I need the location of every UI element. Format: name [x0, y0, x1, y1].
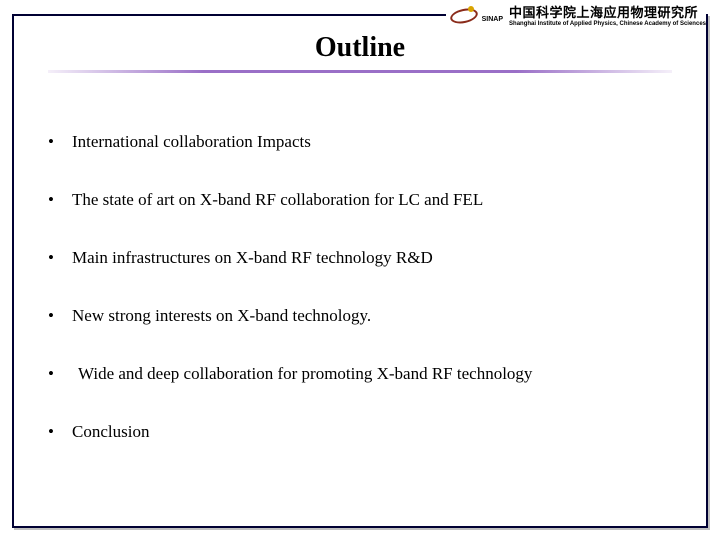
list-item: Main infrastructures on X-band RF techno…	[42, 248, 680, 268]
list-item: New strong interests on X-band technolog…	[42, 306, 680, 326]
institution-text: 中国科学院上海应用物理研究所 Shanghai Institute of App…	[509, 6, 706, 27]
sinap-logo-icon	[450, 4, 478, 28]
institution-name-cn: 中国科学院上海应用物理研究所	[509, 6, 706, 19]
bullet-text: Wide and deep collaboration for promotin…	[72, 364, 532, 384]
list-item: International collaboration Impacts	[42, 132, 680, 152]
content-area: International collaboration Impacts The …	[42, 132, 680, 480]
list-item: Conclusion	[42, 422, 680, 442]
bullet-text: Conclusion	[72, 422, 149, 441]
list-item: The state of art on X-band RF collaborat…	[42, 190, 680, 210]
slide: SINAP 中国科学院上海应用物理研究所 Shanghai Institute …	[0, 0, 720, 540]
institution-acronym: SINAP	[482, 16, 503, 23]
bullet-text: The state of art on X-band RF collaborat…	[72, 190, 483, 209]
institution-name-en: Shanghai Institute of Applied Physics, C…	[509, 21, 706, 27]
bullet-text: New strong interests on X-band technolog…	[72, 306, 371, 325]
bullet-text: International collaboration Impacts	[72, 132, 311, 151]
title-underline	[48, 70, 672, 73]
bullet-list: International collaboration Impacts The …	[42, 132, 680, 442]
list-item: Wide and deep collaboration for promotin…	[42, 364, 680, 384]
title-area: Outline	[40, 32, 680, 73]
bullet-text: Main infrastructures on X-band RF techno…	[72, 248, 433, 267]
institution-header: SINAP 中国科学院上海应用物理研究所 Shanghai Institute …	[446, 0, 706, 32]
slide-title: Outline	[40, 32, 680, 64]
